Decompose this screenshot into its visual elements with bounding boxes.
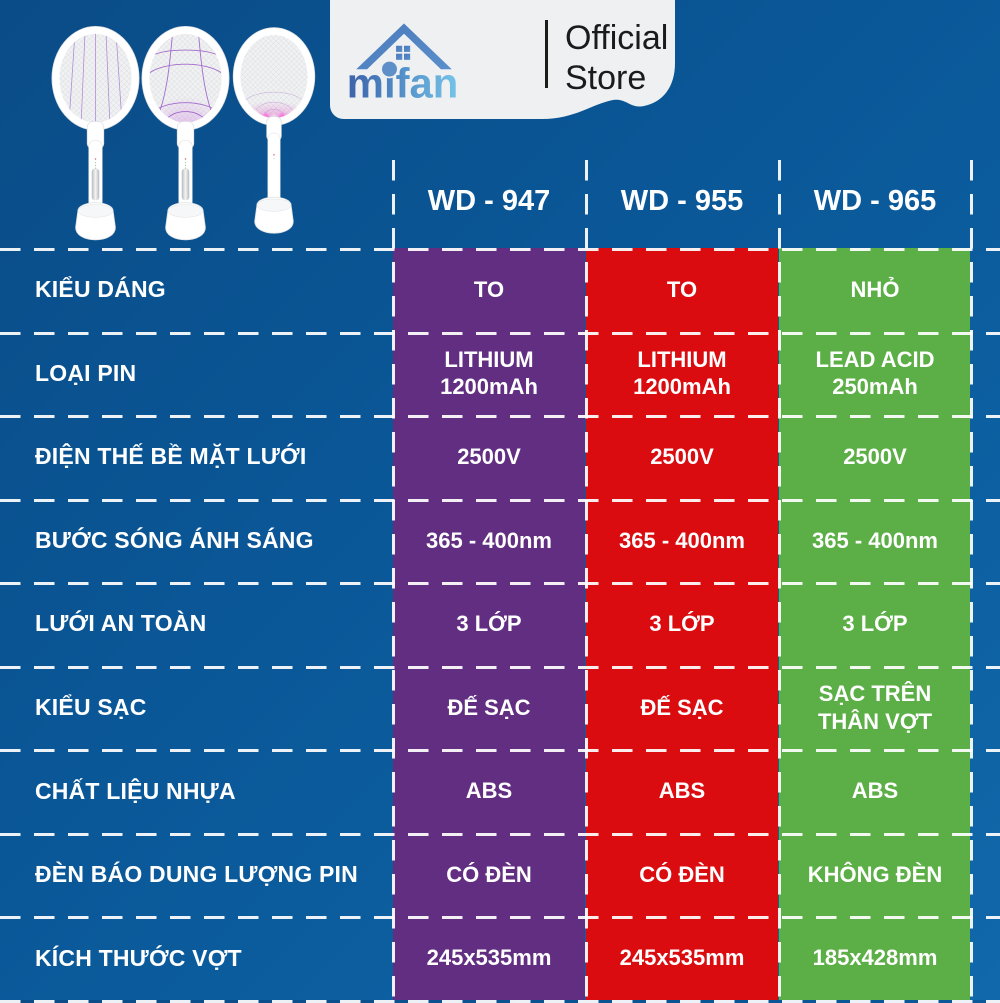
svg-text:mifan: mifan [347,60,458,107]
